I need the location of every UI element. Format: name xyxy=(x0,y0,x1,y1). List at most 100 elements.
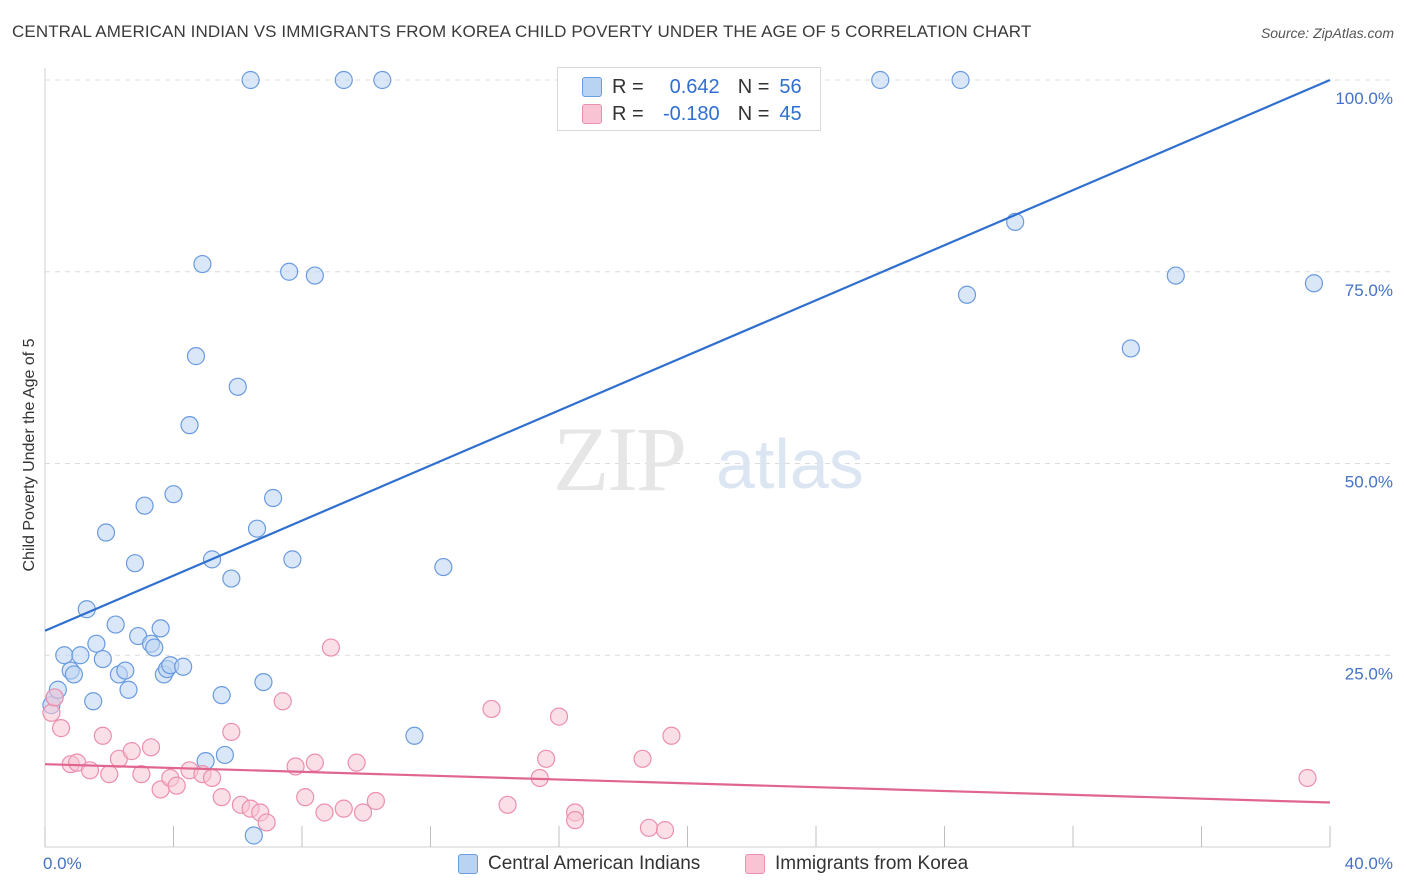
point-immigrants-from-korea xyxy=(366,791,385,811)
legend-row-pink: R = -0.180 N = 45 xyxy=(582,101,802,127)
y-tick-label: 100.0% xyxy=(1335,89,1393,108)
legend-r-label: R = xyxy=(612,75,644,98)
trend-lines xyxy=(44,78,1331,804)
point-central-american-indians xyxy=(135,496,154,515)
point-immigrants-from-korea xyxy=(655,821,675,840)
legend-r-value: 0.642 xyxy=(669,75,720,98)
point-central-american-indians xyxy=(87,634,106,653)
point-central-american-indians xyxy=(84,692,103,711)
point-immigrants-from-korea xyxy=(537,749,556,768)
point-immigrants-from-korea xyxy=(42,703,61,722)
point-central-american-indians xyxy=(263,488,283,508)
x-tick-label: 0.0% xyxy=(43,854,82,873)
point-central-american-indians xyxy=(305,266,324,285)
point-central-american-indians xyxy=(1121,339,1140,358)
legend-item-immigrants-from-korea: Immigrants from Korea xyxy=(745,852,968,876)
point-central-american-indians xyxy=(106,615,125,634)
trend-line-blue xyxy=(44,78,1331,632)
watermark-atlas: atlas xyxy=(716,425,864,503)
point-central-american-indians xyxy=(222,569,241,588)
point-central-american-indians xyxy=(145,638,164,657)
legend-row-blue: R = 0.642 N = 56 xyxy=(582,74,802,100)
point-central-american-indians xyxy=(373,70,392,90)
point-immigrants-from-korea xyxy=(482,699,501,719)
point-central-american-indians xyxy=(1166,266,1185,285)
gridlines xyxy=(45,79,1392,656)
point-central-american-indians xyxy=(64,665,84,684)
legend-n-label: N = xyxy=(737,75,770,98)
point-immigrants-from-korea xyxy=(662,726,681,745)
point-central-american-indians xyxy=(241,70,260,90)
point-immigrants-from-korea xyxy=(334,799,353,818)
point-central-american-indians xyxy=(151,619,170,638)
point-central-american-indians xyxy=(212,686,231,705)
point-central-american-indians xyxy=(434,557,453,577)
point-immigrants-from-korea xyxy=(122,742,141,761)
point-central-american-indians xyxy=(871,70,890,90)
legend-r-label: R = xyxy=(612,102,644,125)
point-immigrants-from-korea xyxy=(549,707,569,726)
point-central-american-indians xyxy=(215,745,234,765)
point-central-american-indians xyxy=(951,70,970,90)
trend-line-pink xyxy=(44,763,1331,804)
legend-n-value: 56 xyxy=(779,75,802,98)
point-central-american-indians xyxy=(193,254,212,274)
point-central-american-indians xyxy=(334,70,353,90)
legend-swatch-blue xyxy=(582,77,602,97)
point-central-american-indians xyxy=(405,726,424,745)
point-central-american-indians xyxy=(280,262,299,281)
correlation-legend: R = 0.642 N = 56 R = -0.180 N = 45 xyxy=(557,67,821,131)
point-immigrants-from-korea xyxy=(353,803,373,822)
point-central-american-indians xyxy=(244,826,263,845)
point-immigrants-from-korea xyxy=(45,688,64,707)
point-central-american-indians xyxy=(283,550,302,569)
source-label: Source: ZipAtlas.com xyxy=(1260,25,1394,41)
legend-n-label: N = xyxy=(737,102,770,125)
point-immigrants-from-korea xyxy=(100,765,119,784)
point-central-american-indians xyxy=(125,554,145,573)
point-central-american-indians xyxy=(247,519,267,538)
point-immigrants-from-korea xyxy=(296,788,315,807)
axes xyxy=(44,68,1331,848)
y-axis-label: Child Poverty Under the Age of 5 xyxy=(21,338,38,571)
y-tick-label: 50.0% xyxy=(1345,473,1393,492)
point-immigrants-from-korea xyxy=(202,768,222,788)
legend-r-value: -0.180 xyxy=(662,102,720,125)
point-immigrants-from-korea xyxy=(132,765,151,784)
point-immigrants-from-korea xyxy=(1298,768,1317,788)
tick-labels: 25.0% 50.0% 75.0% 100.0% 0.0% 40.0% xyxy=(43,89,1393,873)
point-central-american-indians xyxy=(96,523,116,542)
point-central-american-indians xyxy=(228,377,247,396)
point-central-american-indians xyxy=(254,672,273,692)
point-central-american-indians xyxy=(55,646,74,665)
legend-swatch-pink xyxy=(582,104,602,124)
point-immigrants-from-korea xyxy=(498,795,517,814)
watermark: ZIP atlas xyxy=(553,408,864,510)
point-immigrants-from-korea xyxy=(222,722,241,742)
y-tick-label: 25.0% xyxy=(1345,664,1393,683)
point-central-american-indians xyxy=(119,680,138,699)
point-central-american-indians xyxy=(957,285,977,304)
point-immigrants-from-korea xyxy=(633,749,652,768)
chart-title: CENTRAL AMERICAN INDIAN VS IMMIGRANTS FR… xyxy=(12,22,1032,41)
point-immigrants-from-korea xyxy=(639,818,659,837)
legend-label-pink: Immigrants from Korea xyxy=(775,853,969,874)
legend-n-value: 45 xyxy=(779,102,802,125)
point-immigrants-from-korea xyxy=(257,813,276,832)
legend-swatch-blue xyxy=(458,854,478,874)
point-central-american-indians xyxy=(93,649,112,669)
point-central-american-indians xyxy=(116,661,135,680)
point-immigrants-from-korea xyxy=(93,726,112,745)
point-immigrants-from-korea xyxy=(141,738,161,757)
legend-swatch-pink xyxy=(745,854,765,874)
point-central-american-indians xyxy=(71,646,90,665)
point-immigrants-from-korea xyxy=(212,788,231,807)
point-central-american-indians xyxy=(1304,274,1324,293)
point-immigrants-from-korea xyxy=(315,803,334,822)
point-central-american-indians xyxy=(180,416,199,435)
legend-item-central-american-indians: Central American Indians xyxy=(458,852,700,876)
y-tick-label: 75.0% xyxy=(1345,281,1393,300)
point-immigrants-from-korea xyxy=(347,753,366,772)
x-tick-label: 40.0% xyxy=(1345,854,1393,873)
